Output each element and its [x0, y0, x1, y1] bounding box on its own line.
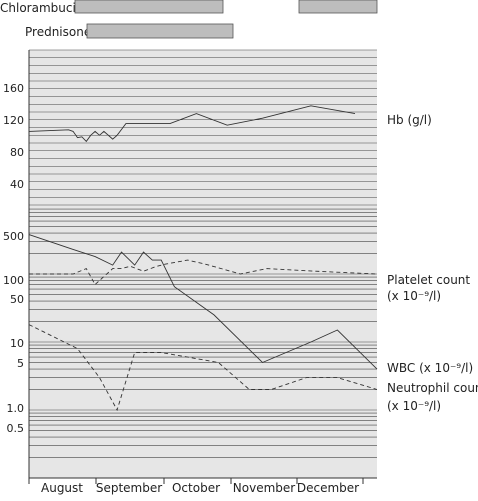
neutrophil-unit-label: (x 10⁻⁹/l) [387, 399, 441, 413]
gridlines [29, 49, 377, 479]
neutrophil-label: Neutrophil count [387, 381, 478, 395]
count-tick-0-5: 0.5 [7, 422, 25, 435]
platelet-label: Platelet count [387, 273, 470, 287]
wbc-label: WBC (x 10⁻⁹/l) [387, 361, 473, 375]
prednisone-bar [86, 23, 234, 39]
hb-tick-40: 40 [10, 178, 24, 191]
hb-tick-160: 160 [3, 82, 24, 95]
count-tick-500: 500 [3, 230, 24, 243]
month-september: September [96, 481, 162, 495]
hb-tick-labels: 160 120 80 40 [3, 82, 24, 191]
neutrophil-series-line [28, 324, 378, 412]
count-tick-5: 5 [17, 357, 24, 370]
hb-tick-80: 80 [10, 146, 24, 159]
treatment-bars: Chlorambucil Prednisone [0, 0, 378, 39]
series-labels: Hb (g/l) Platelet count (x 10⁻⁹/l) WBC (… [387, 113, 478, 413]
month-december: December [297, 481, 359, 495]
platelet-dashed-series-line [29, 259, 378, 286]
treatment-label-chlorambucil: Chlorambucil [0, 1, 79, 15]
hb-tick-120: 120 [3, 114, 24, 127]
month-august: August [41, 481, 83, 495]
month-october: October [172, 481, 220, 495]
month-november: November [233, 481, 295, 495]
hb-panel-background [29, 50, 377, 206]
chlorambucil-bar-2 [298, 0, 378, 14]
chlorambucil-bar-1 [74, 0, 224, 14]
hb-series-line [28, 105, 356, 143]
hb-label: Hb (g/l) [387, 113, 432, 127]
count-tick-1: 1.0 [7, 402, 25, 415]
count-tick-10: 10 [10, 337, 24, 350]
platelet-wbc-series-line [28, 234, 378, 370]
count-tick-50: 50 [10, 293, 24, 306]
series-lines [28, 105, 378, 412]
count-tick-labels: 500 100 50 10 5 1.0 0.5 [3, 230, 24, 435]
treatment-label-prednisone: Prednisone [25, 25, 91, 39]
month-labels: August September October November Decemb… [41, 481, 359, 495]
month-tick-marks [28, 478, 364, 484]
platelet-unit-label: (x 10⁻⁹/l) [387, 289, 441, 303]
count-tick-100: 100 [3, 274, 24, 287]
